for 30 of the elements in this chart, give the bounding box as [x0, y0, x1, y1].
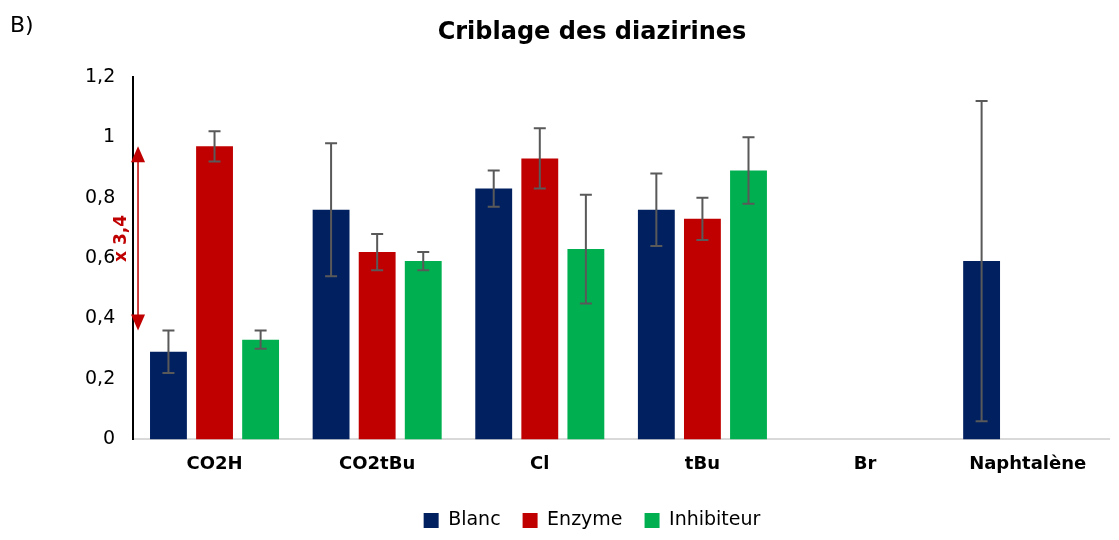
bar: [242, 339, 280, 440]
x-tick-label: tBu: [684, 451, 720, 473]
bar: [475, 188, 513, 440]
bar: [730, 170, 767, 440]
text: B): [10, 12, 34, 37]
bar: [358, 252, 396, 440]
legend-label: Blanc: [448, 507, 501, 530]
x-tick-label: Naphtalène: [969, 451, 1087, 473]
y-tick-label: 0,2: [85, 365, 116, 388]
x-tick-label: CO2H: [186, 451, 243, 473]
chart-title: Criblage des diazirines: [437, 16, 747, 45]
bar: [567, 249, 605, 440]
bar: [521, 158, 559, 440]
bar: [196, 146, 233, 440]
bar: [150, 351, 187, 440]
bar: [637, 209, 675, 440]
y-tick-label: 0: [103, 426, 116, 449]
legend-label: Enzyme: [547, 507, 623, 530]
bar: [963, 261, 1001, 440]
y-tick-label: 0,8: [85, 184, 116, 207]
y-tick-label: 0,4: [85, 305, 116, 328]
bar: [683, 218, 721, 440]
y-tick-label: 1,2: [85, 63, 116, 86]
bar: [404, 261, 442, 440]
bar: [312, 209, 350, 440]
x-tick-label: Cl: [530, 451, 550, 473]
x-tick-label: Br: [853, 451, 877, 473]
legend-label: Inhibiteur: [669, 507, 761, 530]
x-tick-label: CO2tBu: [339, 451, 416, 473]
y-tick-label: 1: [103, 124, 116, 147]
